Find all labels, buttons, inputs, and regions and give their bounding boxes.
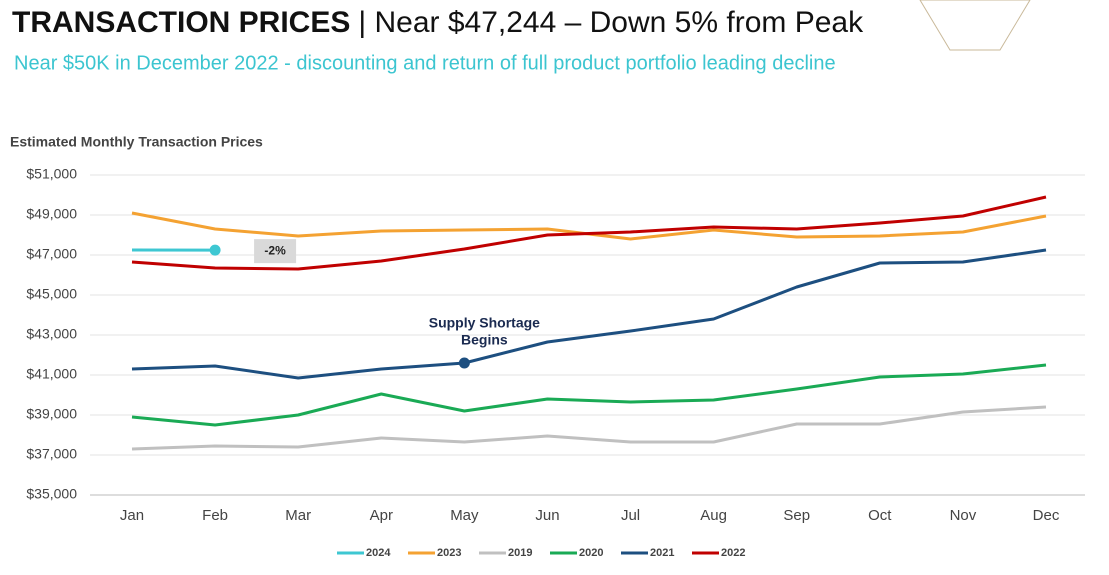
y-tick-label: $49,000 — [26, 206, 77, 222]
y-tick-label: $35,000 — [26, 486, 77, 502]
legend-label: 2023 — [437, 547, 461, 559]
y-tick-label: $47,000 — [26, 246, 77, 262]
title-main: TRANSACTION PRICES — [12, 6, 350, 39]
legend-label: 2022 — [721, 547, 745, 559]
chart-title: TRANSACTION PRICES | Near $47,244 – Down … — [12, 6, 864, 39]
decor-hexagon — [919, 0, 1031, 51]
x-tick-label: Dec — [1033, 507, 1060, 524]
x-tick-label: Mar — [285, 507, 311, 524]
legend-label: 2020 — [579, 547, 603, 559]
y-tick-label: $45,000 — [26, 286, 77, 302]
x-tick-label: Nov — [950, 507, 977, 524]
x-tick-label: Feb — [202, 507, 228, 524]
x-tick-label: Oct — [868, 507, 892, 524]
y-tick-label: $41,000 — [26, 366, 77, 382]
annotation: Supply Shortage — [429, 315, 540, 331]
x-tick-label: Jul — [621, 507, 640, 524]
annotation: -2% — [264, 243, 286, 257]
legend-label: 2024 — [366, 547, 391, 559]
x-tick-label: Apr — [370, 507, 393, 524]
x-tick-label: Jun — [535, 507, 559, 524]
point-marker — [209, 244, 221, 256]
series-line — [131, 405, 1047, 451]
y-tick-label: $37,000 — [26, 446, 77, 462]
title-detail: | Near $47,244 – Down 5% from Peak — [358, 6, 864, 39]
x-tick-label: Jan — [120, 507, 144, 524]
y-tick-label: $39,000 — [26, 406, 77, 422]
y-tick-label: $51,000 — [26, 166, 77, 182]
x-tick-label: May — [450, 507, 479, 524]
x-tick-label: Sep — [783, 507, 810, 524]
subtitle: Near $50K in December 2022 - discounting… — [14, 52, 836, 74]
series-line — [131, 248, 1047, 380]
chart-label: Estimated Monthly Transaction Prices — [10, 134, 263, 150]
annotation: Begins — [461, 332, 508, 348]
point-marker — [458, 357, 470, 369]
x-tick-label: Aug — [700, 507, 727, 524]
legend-label: 2021 — [650, 547, 674, 559]
legend-label: 2019 — [508, 547, 532, 559]
series-line — [131, 363, 1047, 427]
series-line — [131, 211, 1047, 241]
annotation-box — [254, 239, 297, 264]
y-tick-label: $43,000 — [26, 326, 77, 342]
series-line — [131, 195, 1047, 271]
